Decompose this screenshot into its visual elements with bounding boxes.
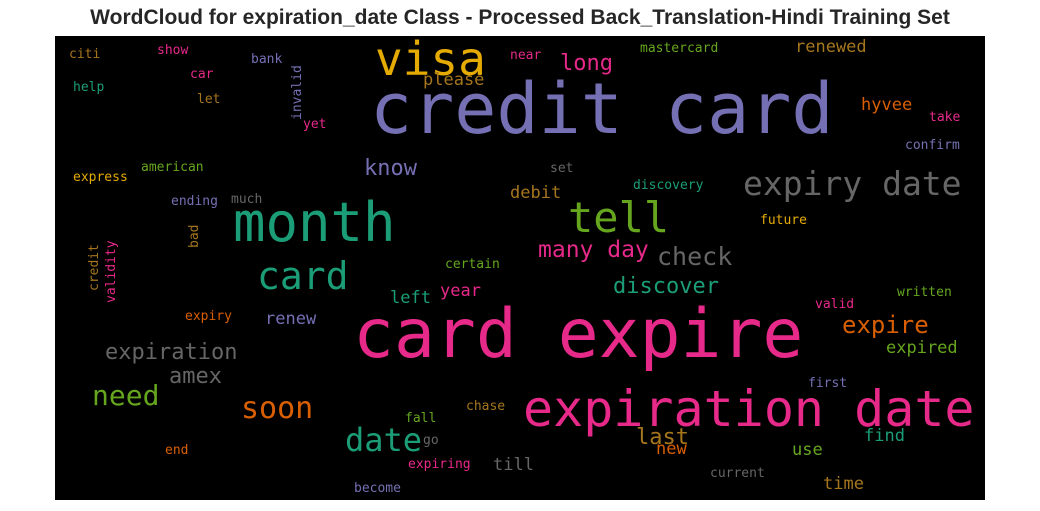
word-future: future (760, 213, 807, 228)
word-current: current (710, 466, 765, 481)
word-card: card (257, 254, 349, 298)
word-expired: expired (886, 338, 958, 358)
word-expiry: expiry (185, 309, 232, 324)
word-cloud: credit card card expire expiration date … (55, 36, 985, 500)
word-visa: visa (375, 36, 486, 86)
word-help: help (73, 80, 105, 95)
word-left: left (390, 288, 431, 308)
word-credit: credit (87, 244, 102, 291)
word-soon: soon (241, 391, 314, 426)
word-expiring: expiring (408, 457, 471, 472)
word-valid: valid (815, 297, 855, 312)
word-know: know (364, 156, 417, 181)
word-express: express (73, 170, 128, 185)
word-bank: bank (251, 52, 283, 67)
word-time: time (823, 474, 864, 494)
word-ending: ending (171, 194, 218, 209)
word-yet: yet (303, 117, 327, 132)
word-discovery: discovery (633, 178, 704, 193)
word-credit-card: credit card (370, 68, 834, 150)
word-invalid: invalid (290, 65, 305, 120)
word-discover: discover (613, 274, 719, 299)
word-expiration: expiration (105, 340, 238, 365)
word-first: first (808, 376, 848, 391)
word-american: american (141, 160, 204, 175)
word-last: last (636, 425, 689, 450)
word-let: let (197, 92, 221, 107)
word-amex: amex (169, 364, 222, 389)
word-fall: fall (405, 411, 437, 426)
word-near: near (510, 48, 542, 63)
word-date: date (345, 421, 423, 459)
word-renew: renew (265, 309, 317, 329)
word-certain: certain (445, 257, 500, 272)
word-check: check (657, 242, 733, 271)
word-long: long (560, 51, 613, 76)
word-please: please (423, 70, 485, 90)
word-hyvee: hyvee (861, 95, 913, 115)
word-set: set (550, 161, 574, 176)
word-bad: bad (187, 224, 202, 248)
word-renewed: renewed (795, 37, 867, 57)
word-expire: expire (842, 311, 929, 339)
word-use: use (792, 440, 823, 460)
word-take: take (929, 110, 961, 125)
word-become: become (354, 481, 401, 496)
word-end: end (165, 443, 189, 458)
word-confirm: confirm (905, 138, 960, 153)
word-expiration-date: expiration date (523, 380, 975, 438)
word-go: go (423, 433, 439, 448)
word-many-day: many day (538, 237, 649, 263)
word-month: month (233, 191, 396, 254)
chart-title: WordCloud for expiration_date Class - Pr… (90, 6, 950, 29)
word-find: find (864, 426, 905, 446)
word-expiry-date: expiry date (743, 164, 962, 203)
word-mastercard: mastercard (640, 41, 719, 56)
word-tell: tell (568, 193, 670, 242)
word-chase: chase (466, 399, 506, 414)
word-citi: citi (69, 47, 101, 62)
word-car: car (190, 67, 214, 82)
word-card-expire: card expire (353, 295, 804, 374)
word-need: need (92, 379, 160, 412)
word-year: year (440, 281, 481, 301)
word-written: written (897, 285, 952, 300)
word-validity: validity (104, 240, 119, 303)
word-debit: debit (510, 183, 562, 203)
word-show: show (157, 43, 189, 58)
word-much: much (231, 192, 263, 207)
word-till: till (493, 455, 534, 475)
word-new: new (656, 439, 687, 459)
